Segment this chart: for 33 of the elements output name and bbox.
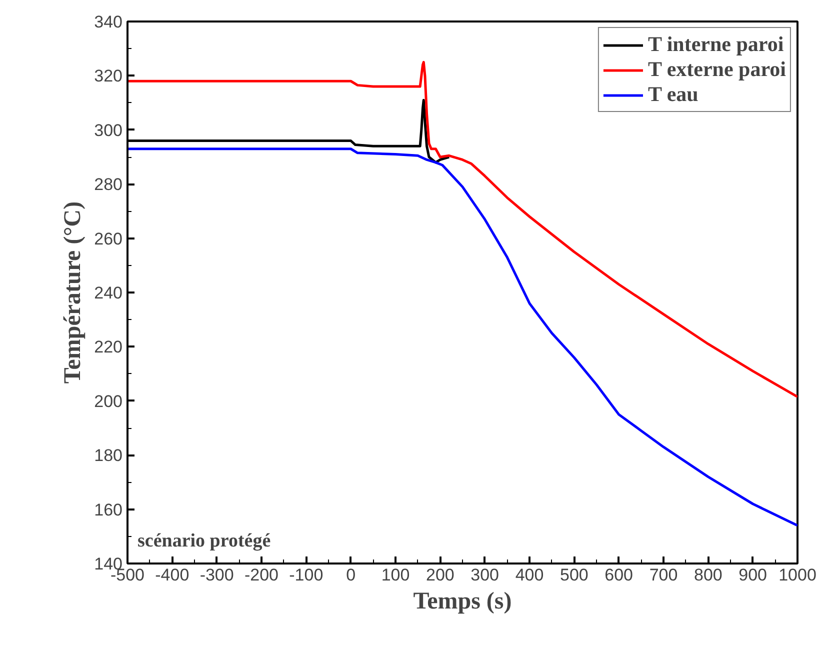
y-tick-label: 180 [94, 446, 123, 466]
y-tick-label: 340 [94, 12, 123, 32]
x-tick-label: 500 [560, 566, 588, 584]
y-tick-label: 260 [94, 229, 123, 248]
y-tick-label: 200 [94, 392, 123, 411]
x-tick-label: 600 [604, 566, 634, 584]
x-tick-label: -400 [155, 566, 190, 584]
x-tick-label: 800 [694, 566, 722, 584]
x-tick-label: 200 [426, 566, 454, 584]
x-axis-title: Temps (s) [413, 588, 512, 614]
y-tick-label: 160 [94, 500, 123, 520]
x-tick-label: -300 [200, 566, 234, 584]
x-tick-label: 100 [381, 566, 410, 584]
legend-label: T interne paroi [648, 32, 784, 57]
y-axis-title: Température (°C) [60, 201, 86, 384]
annotation: scénario protégé [138, 530, 271, 552]
y-tick-label: 220 [94, 338, 123, 357]
y-tick-label: 300 [94, 120, 123, 140]
x-tick-label: 900 [738, 566, 768, 584]
y-tick-label: 280 [94, 175, 123, 194]
x-tick-label: -200 [244, 566, 279, 584]
line-series [128, 148, 798, 527]
x-tick-label: -100 [289, 566, 324, 584]
y-tick-label: 240 [94, 284, 123, 302]
x-tick-label: 0 [346, 566, 356, 584]
x-tick-label: 400 [515, 566, 544, 584]
line-series [128, 60, 798, 398]
x-tick-label: 1000 [778, 566, 816, 584]
legend-label: T externe paroi [648, 57, 786, 82]
legend-label: T eau [648, 82, 698, 107]
x-tick-label: 300 [470, 566, 500, 584]
y-tick-label: 320 [94, 66, 123, 86]
x-tick-label: 700 [649, 566, 678, 584]
